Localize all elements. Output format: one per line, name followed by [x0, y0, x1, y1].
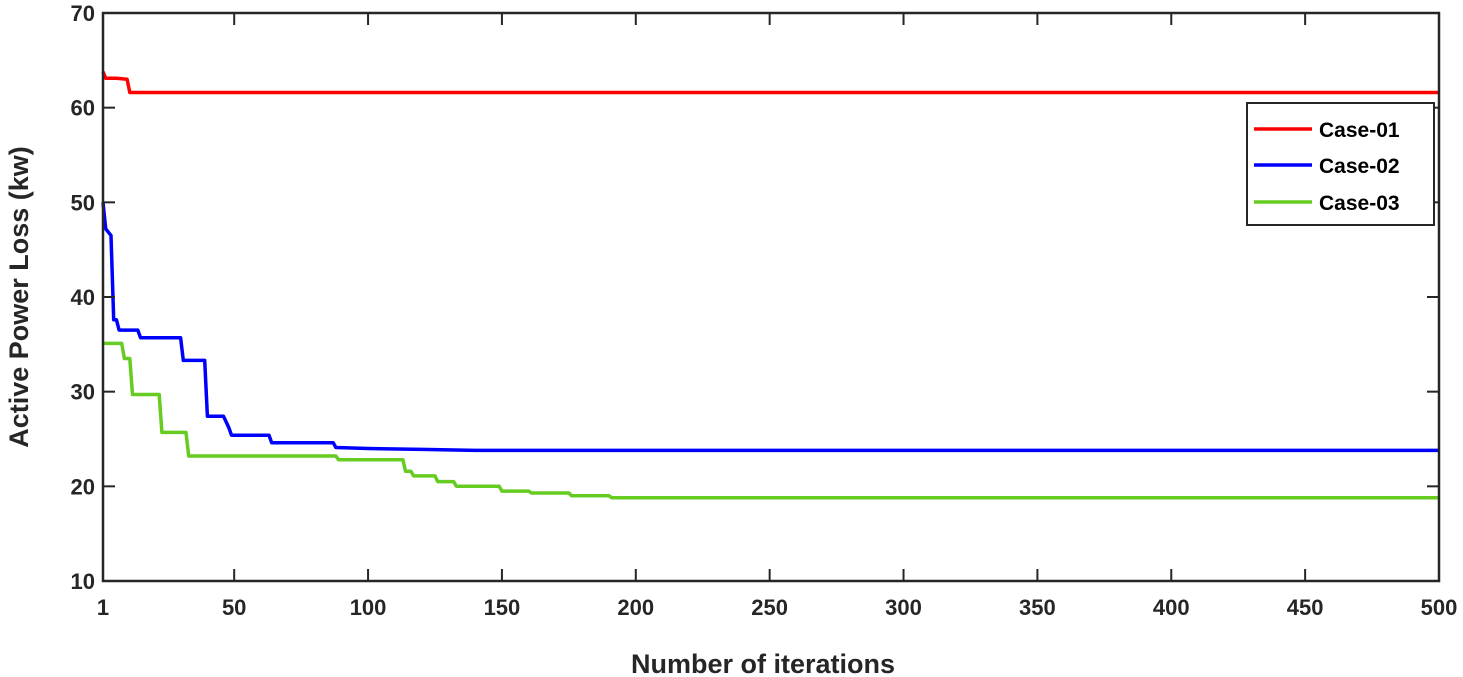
x-tick-label: 200: [617, 595, 654, 620]
x-tick-label: 1: [97, 595, 109, 620]
x-tick-label: 250: [751, 595, 788, 620]
legend-label-case-02: Case-02: [1319, 155, 1400, 178]
x-tick-label: 100: [350, 595, 387, 620]
y-tick-label: 70: [71, 1, 95, 26]
y-axis-label: Active Power Loss (kw): [4, 146, 34, 448]
y-tick-label: 20: [71, 474, 95, 499]
x-tick-label: 350: [1019, 595, 1056, 620]
legend-label-case-01: Case-01: [1319, 119, 1400, 142]
y-tick-label: 30: [71, 380, 95, 405]
x-tick-label: 450: [1287, 595, 1324, 620]
series-layer: [101, 71, 1439, 500]
tick-labels-layer: 1 50 100 150 200 250 300 350 400 450 5001020304050…: [71, 1, 1458, 620]
y-tick-label: 50: [71, 190, 95, 215]
x-tick-label: 400: [1153, 595, 1190, 620]
y-tick-label: 10: [71, 569, 95, 594]
series-line-2: [101, 202, 1439, 453]
y-tick-label: 60: [71, 96, 95, 121]
series-line-3: [103, 341, 1439, 500]
x-tick-label: 300: [885, 595, 922, 620]
plot-frame: [101, 11, 1441, 583]
legend: Case-01 Case-02 Case-03: [1246, 102, 1435, 226]
x-tick-label: 50: [222, 595, 246, 620]
x-tick-label: 500: [1421, 595, 1458, 620]
plot-background: [103, 13, 1439, 581]
series-line-1: [101, 71, 1439, 95]
x-axis-label: Number of iterations: [631, 649, 895, 677]
x-tick-label: 150: [484, 595, 521, 620]
y-tick-label: 40: [71, 285, 95, 310]
legend-label-case-03: Case-03: [1319, 192, 1400, 215]
